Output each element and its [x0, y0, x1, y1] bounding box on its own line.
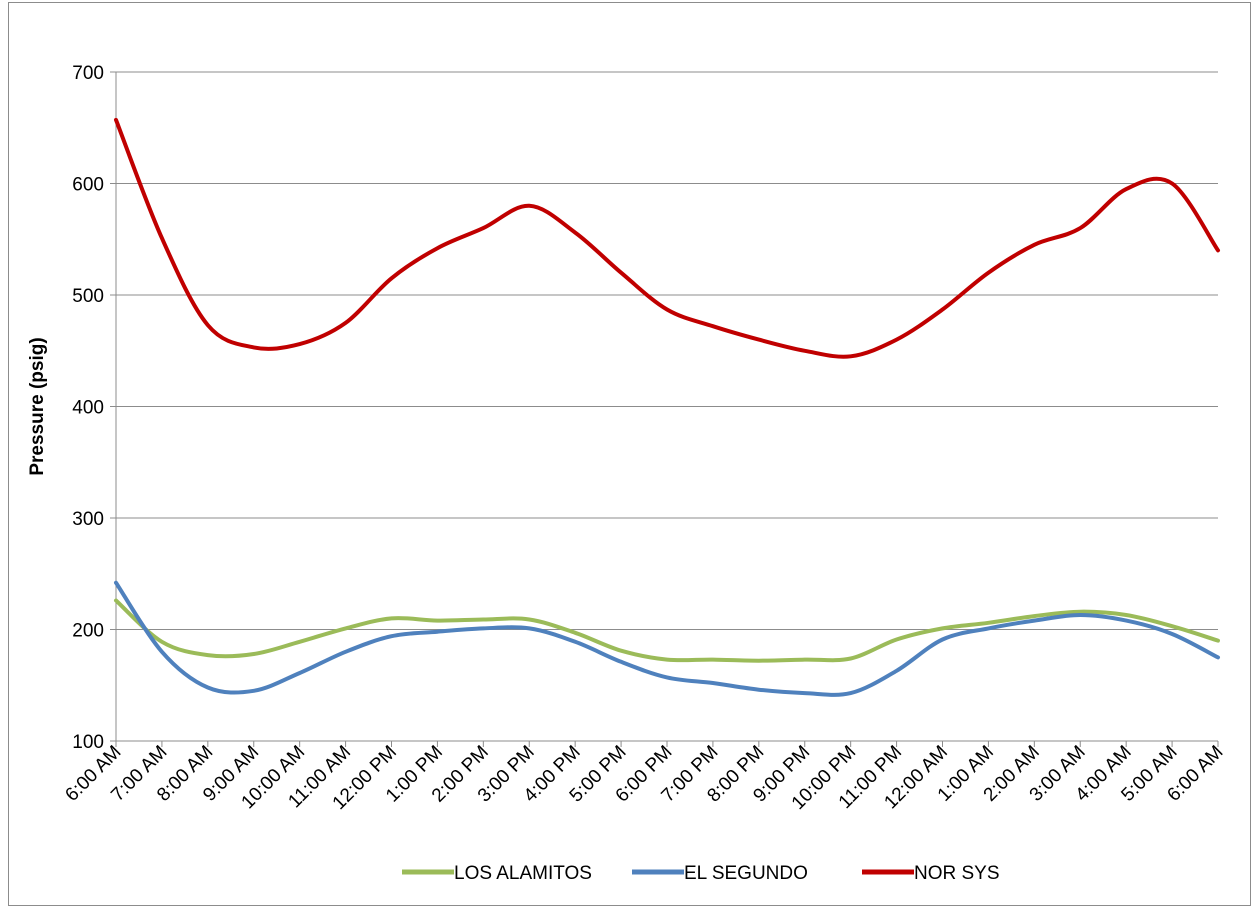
- legend-label-el-segundo: EL SEGUNDO: [684, 863, 808, 884]
- grid-lines: [116, 71, 1218, 630]
- legend-label-los-alamitos: LOS ALAMITOS: [454, 863, 592, 884]
- y-tick-label: 400: [72, 398, 104, 419]
- y-tick-label: 100: [72, 732, 104, 753]
- series-line-el-segundo: [114, 580, 1220, 697]
- y-axis-label: Pressure (psig): [27, 337, 48, 475]
- legend-label-nor-sys: NOR SYS: [914, 863, 1000, 884]
- y-tick-label: 500: [72, 286, 104, 307]
- series-lines: [114, 117, 1220, 697]
- chart-frame: 100 200 300 400 500 600 700 6:00 AM 7:00 AM 8:00…: [8, 2, 1251, 906]
- legend: LOS ALAMITOS EL SEGUNDO NOR SYS: [402, 863, 1000, 884]
- y-tick-label: 700: [72, 63, 104, 84]
- y-tick-label: 300: [72, 509, 104, 530]
- line-chart: 100 200 300 400 500 600 700 6:00 AM7:00 AM8:00…: [27, 63, 1228, 884]
- y-tick-label: 200: [72, 621, 104, 642]
- series-line-los-alamitos: [114, 598, 1220, 663]
- y-tick-labels: 100 200 300 400 500 600 700: [72, 63, 116, 753]
- series-line-nor-sys: [114, 117, 1220, 359]
- y-tick-label: 600: [72, 175, 104, 196]
